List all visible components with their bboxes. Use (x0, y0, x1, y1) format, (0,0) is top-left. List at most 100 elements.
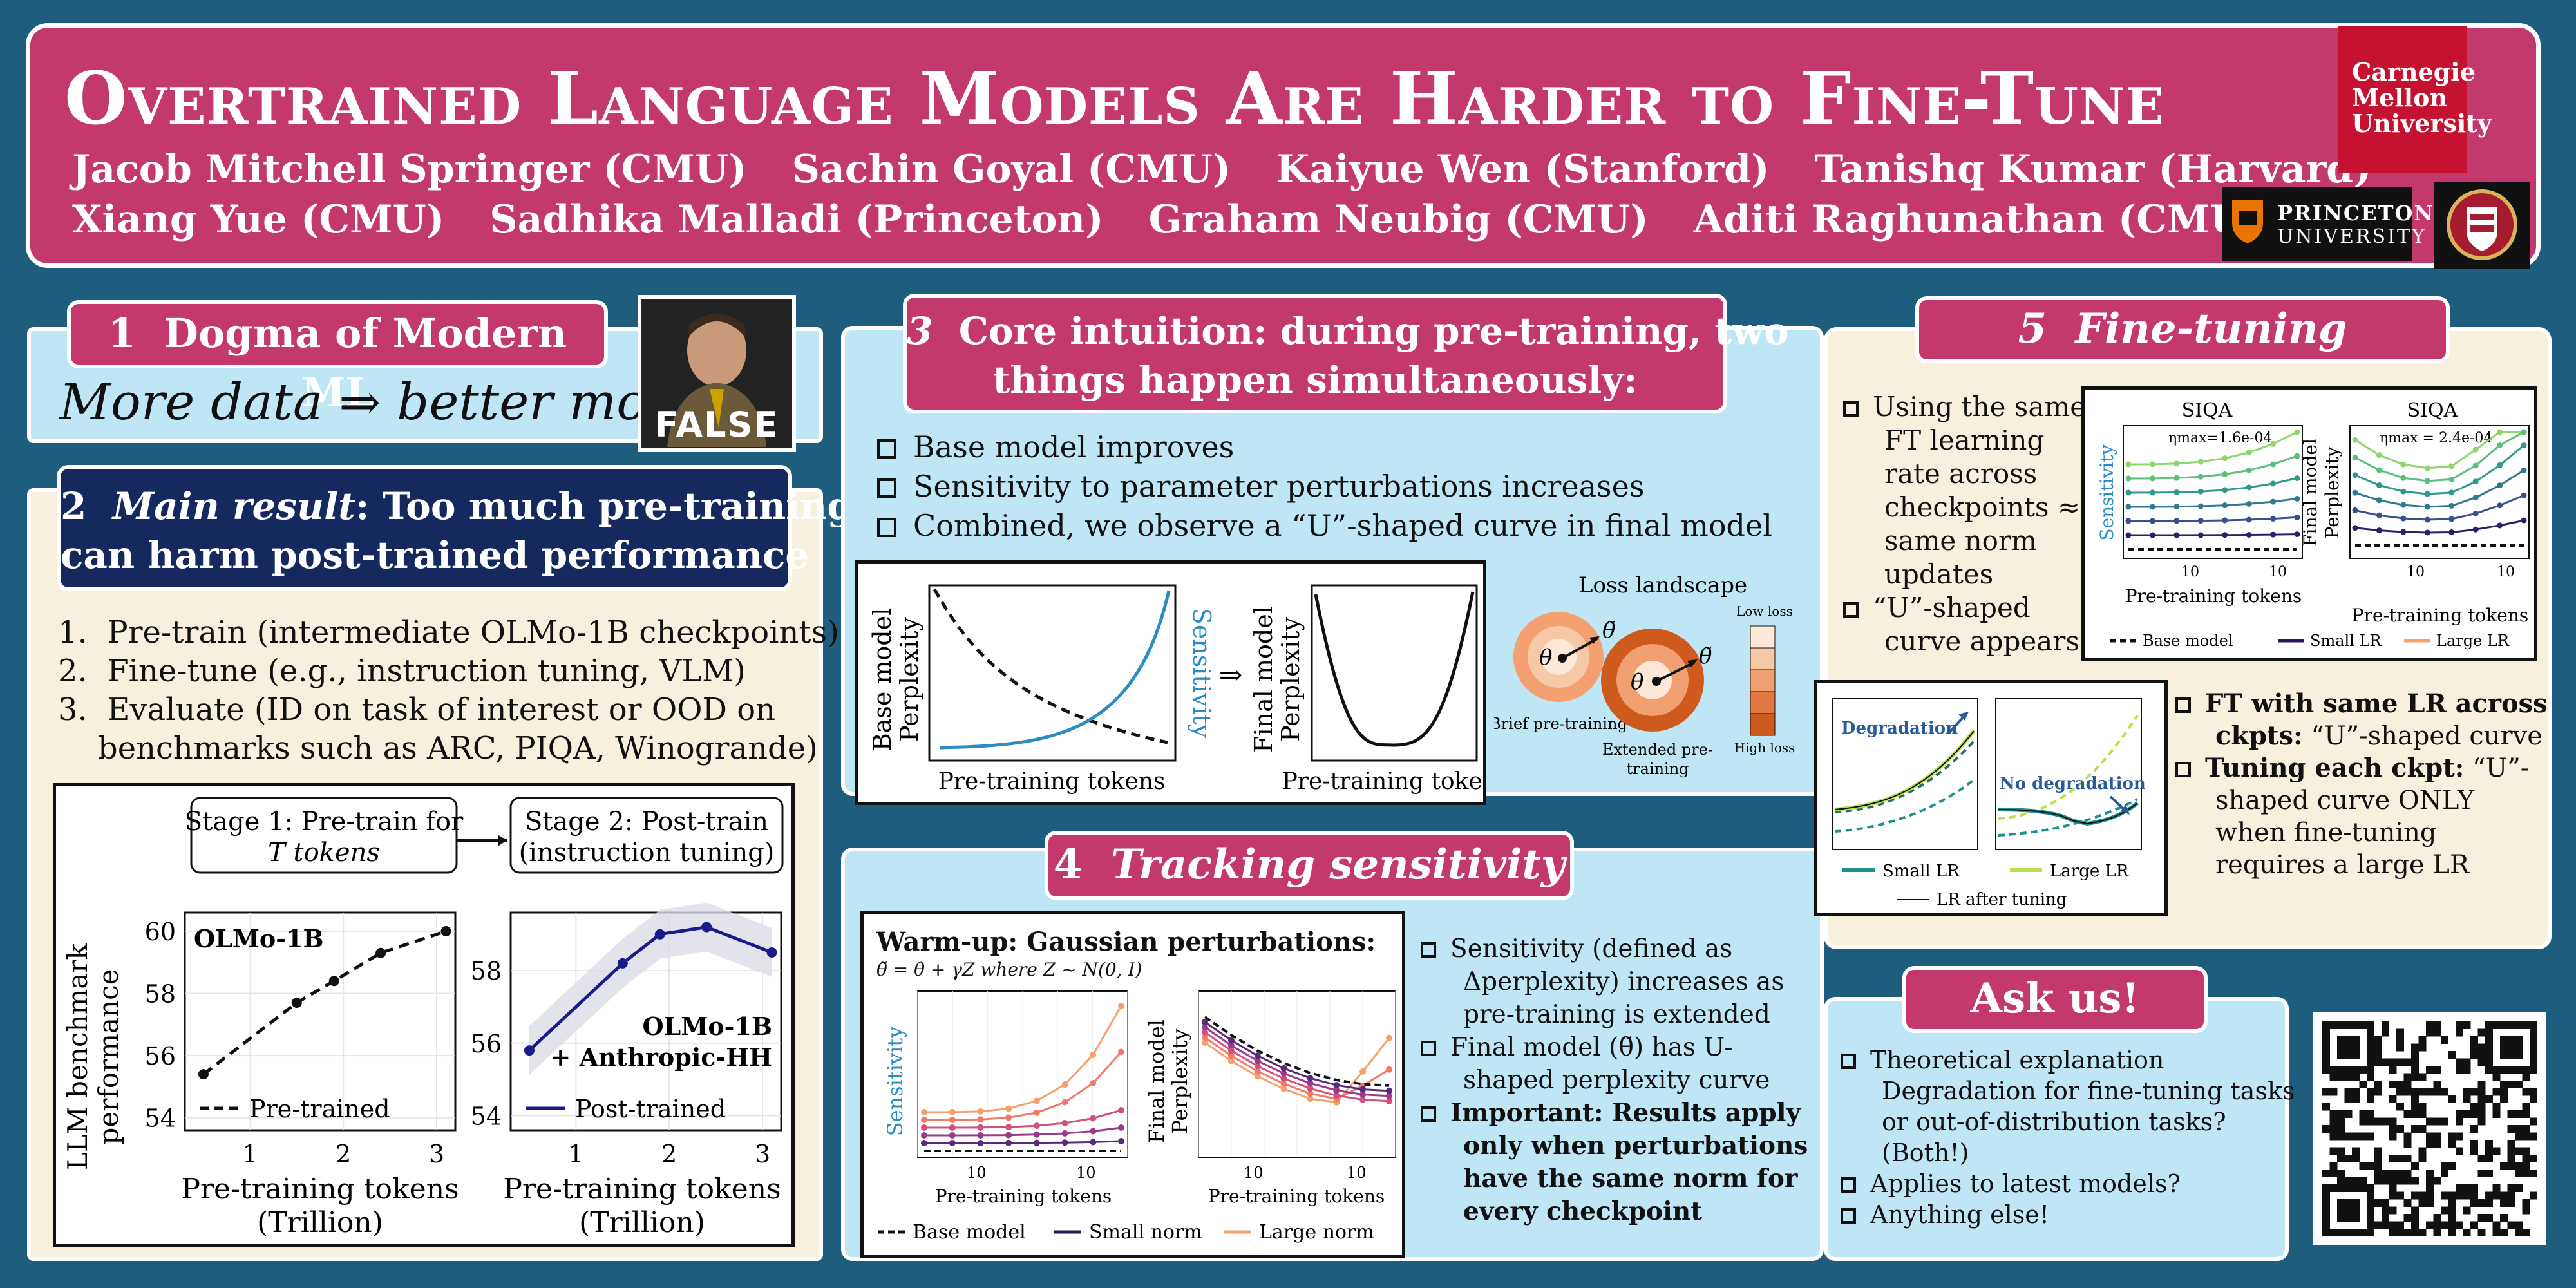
svg-text:θ̃: θ̃ (1602, 618, 1615, 643)
svg-text:Sensitivity: Sensitivity (2096, 444, 2117, 540)
list-item: Sensitivity to parameter perturbations i… (877, 467, 1772, 506)
author: Jacob Mitchell Springer (CMU) (72, 147, 747, 192)
series-line (1204, 1031, 1390, 1103)
x-tick-label: 2 (336, 1140, 351, 1168)
u-shaped-curve (1314, 591, 1475, 747)
authors-row-1: Jacob Mitchell Springer (CMU) Sachin Goya… (72, 147, 2417, 192)
section-5-title: 5 Fine-tuning (1915, 296, 2450, 363)
list-item: 1. Pre-train (intermediate OLMo-1B check… (58, 614, 840, 650)
checkbox-icon (1843, 602, 1859, 618)
data-point (617, 958, 628, 969)
section-3-title: 3 Core intuition: during pre-training, t… (903, 294, 1789, 413)
authors-row-2: Xiang Yue (CMU) Sadhika Malladi (Princeto… (72, 197, 2307, 242)
svg-text:θ: θ (1631, 669, 1643, 695)
svg-text:Pre-training tokens: Pre-training tokens (1208, 1186, 1385, 1207)
svg-text:Large LR: Large LR (2436, 632, 2510, 650)
svg-text:LLM benchmark: LLM benchmark (62, 943, 93, 1170)
y-tick-label: 54 (471, 1102, 502, 1130)
author: Kaiyue Wen (Stanford) (1276, 147, 1770, 192)
svg-text:Large norm: Large norm (1259, 1221, 1374, 1244)
series-line (2128, 455, 2298, 480)
svg-text:Small norm: Small norm (1089, 1221, 1202, 1244)
x-tick-label: 3 (429, 1140, 444, 1168)
svg-text:Pre-training tokens: Pre-training tokens (935, 1186, 1112, 1207)
y-tick-label: 60 (145, 918, 176, 946)
svg-text:Extended pre-: Extended pre- (1602, 741, 1713, 759)
series-line (2128, 477, 2298, 494)
data-point (328, 976, 339, 987)
svg-text:Small LR: Small LR (2310, 632, 2382, 650)
checkbox-icon (1841, 1054, 1856, 1069)
svg-text:Pre-training tokens: Pre-training tokens (2125, 585, 2302, 607)
base-perplexity-curve (933, 588, 1168, 744)
poster-title: Overtrained Language Models Are Harder t… (64, 57, 2164, 141)
svg-text:T tokens: T tokens (268, 838, 380, 867)
svg-text:10: 10 (2181, 564, 2199, 580)
series-line (923, 1051, 1122, 1121)
svg-text:Low loss: Low loss (1736, 603, 1793, 619)
checkbox-icon (2175, 762, 2191, 777)
svg-text:SIQA: SIQA (2407, 399, 2458, 422)
series-line (1204, 1021, 1390, 1092)
y-tick-label: 54 (145, 1104, 176, 1133)
x-tick-label: 1 (568, 1140, 583, 1168)
series-line (2128, 497, 2298, 508)
intuition-figure: Base model Perplexity Sensitivity Pre-tr… (855, 560, 1509, 805)
series-line (923, 1005, 1122, 1113)
false-meme-image: FALSE (638, 295, 796, 452)
intuition-curves: Base model Perplexity Sensitivity Pre-tr… (868, 584, 1509, 795)
svg-text:Base model: Base model (868, 608, 896, 752)
ask-us-panel (1824, 997, 2289, 1261)
list-item: Using the same (1843, 390, 2086, 424)
series-line (2354, 431, 2524, 469)
x-tick-label: 3 (755, 1140, 770, 1168)
svg-text:LR after tuning: LR after tuning (1937, 890, 2067, 909)
y-tick-label: 56 (145, 1042, 176, 1070)
svg-text:SIQA: SIQA (2182, 399, 2233, 422)
svg-text:No degradation: No degradation (2000, 774, 2146, 793)
section-1-title: 1 Dogma of Modern ML (67, 300, 608, 416)
svg-text:10: 10 (2407, 564, 2425, 580)
series-line (2354, 431, 2524, 482)
series-line (1204, 1037, 1390, 1104)
list-item: 3. Evaluate (ID on task of interest or O… (58, 692, 776, 728)
svg-text:Final model: Final model (1144, 1019, 1169, 1143)
list-item: FT with same LR across (2175, 688, 2548, 720)
data-point (654, 929, 665, 940)
svg-text:10: 10 (1347, 1164, 1367, 1182)
fine-tuning-plots: SIQA SIQA ηmax=1.6e-04 ηmax = 2.4e-04 Se… (2096, 399, 2530, 650)
series-line (2354, 469, 2524, 508)
svg-text:10: 10 (2269, 564, 2287, 580)
gaussian-perturbation-figure: Warm-up: Gaussian perturbations: θ̃ = θ … (860, 911, 1405, 1258)
list-item: Final model (θ̃) has U- (1421, 1031, 1808, 1064)
list-item: Sensitivity (defined as (1421, 933, 1808, 965)
checkbox-icon (877, 518, 896, 537)
list-item: Tuning each ckpt: “U”- (2175, 752, 2548, 784)
legend-label: Post-trained (575, 1095, 726, 1123)
series-line (2354, 444, 2524, 495)
svg-text:Final model: Final model (2300, 439, 2321, 547)
svg-text:θ̃: θ̃ (1699, 643, 1712, 669)
svg-text:10: 10 (1244, 1164, 1264, 1182)
svg-text:Large LR: Large LR (2050, 862, 2130, 881)
svg-text:Stage 2: Post-train: Stage 2: Post-train (525, 807, 768, 837)
list-item: Important: Results apply (1421, 1097, 1808, 1130)
qr-code[interactable] (2313, 1012, 2546, 1245)
series-line (923, 1126, 1122, 1137)
checkbox-icon (877, 478, 896, 498)
list-item: “U”-shaped (1843, 591, 2086, 625)
checkbox-icon (1843, 401, 1859, 417)
svg-text:ηmax=1.6e-04: ηmax=1.6e-04 (2168, 430, 2272, 446)
plot-label: + Anthropic-HH (551, 1043, 772, 1072)
svg-text:(Trillion): (Trillion) (579, 1206, 705, 1239)
checkbox-icon (877, 439, 896, 459)
list-item: Combined, we observe a “U”-shaped curve … (877, 506, 1772, 545)
svg-text:(instruction tuning): (instruction tuning) (519, 838, 775, 867)
series-line (2128, 516, 2298, 522)
svg-text:Pre-training tokens: Pre-training tokens (938, 768, 1166, 795)
svg-text:10: 10 (1076, 1164, 1096, 1182)
x-tick-label: 1 (242, 1140, 258, 1168)
svg-text:performance: performance (93, 969, 124, 1144)
svg-text:Pre-training tokens: Pre-training tokens (1282, 768, 1483, 795)
data-point (291, 998, 302, 1009)
